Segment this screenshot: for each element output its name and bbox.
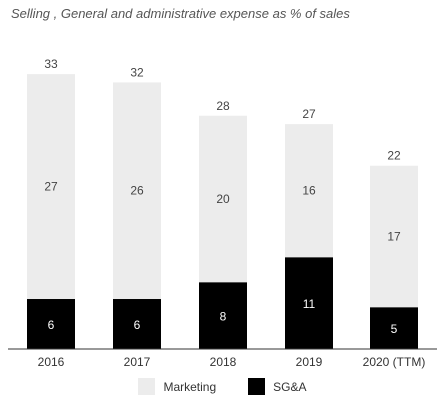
- x-tick-label-1: 2017: [124, 355, 151, 369]
- bar-sga-4: [370, 307, 418, 349]
- bar-sga-1: [113, 299, 161, 349]
- legend-swatch-marketing: [138, 378, 156, 395]
- data-label-total-0: 33: [44, 57, 58, 71]
- bar-marketing-0: [27, 74, 75, 300]
- x-tick-label-4: 2020 (TTM): [363, 355, 426, 369]
- data-label-marketing-2: 20: [216, 192, 230, 206]
- data-label-sga-2: 8: [220, 310, 227, 324]
- data-label-sga-1: 6: [134, 318, 141, 332]
- bar-sga-0: [27, 299, 75, 349]
- data-label-total-2: 28: [216, 99, 230, 113]
- data-label-marketing-1: 26: [130, 184, 144, 198]
- data-label-sga-4: 5: [391, 322, 398, 336]
- data-label-total-3: 27: [302, 107, 316, 121]
- bar-marketing-3: [285, 124, 333, 258]
- data-label-sga-3: 11: [303, 297, 316, 311]
- data-label-marketing-3: 16: [302, 184, 316, 198]
- data-label-total-1: 32: [130, 65, 144, 79]
- data-label-total-4: 22: [387, 149, 401, 163]
- chart-legend: Marketing SG&A: [0, 378, 445, 395]
- bar-sga-2: [199, 282, 247, 349]
- bar-marketing-4: [370, 165, 418, 308]
- data-label-marketing-4: 17: [387, 230, 401, 244]
- legend-item-sga: SG&A: [248, 378, 307, 395]
- legend-label-sga: SG&A: [273, 379, 307, 394]
- x-tick-label-2: 2018: [210, 355, 237, 369]
- bar-marketing-2: [199, 115, 247, 283]
- bar-sga-3: [285, 257, 333, 349]
- x-tick-label-0: 2016: [38, 355, 65, 369]
- data-label-sga-0: 6: [48, 318, 55, 332]
- chart-title: Selling , General and administrative exp…: [11, 6, 350, 21]
- legend-swatch-sga: [248, 378, 266, 395]
- x-tick-label-3: 2019: [296, 355, 323, 369]
- data-label-marketing-0: 27: [44, 180, 58, 194]
- legend-label-marketing: Marketing: [163, 379, 217, 394]
- legend-item-marketing: Marketing: [138, 378, 216, 395]
- bar-marketing-1: [113, 82, 161, 300]
